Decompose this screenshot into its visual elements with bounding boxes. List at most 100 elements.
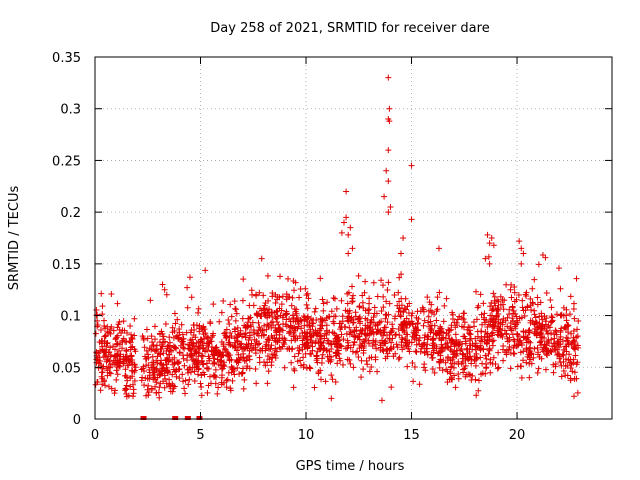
data-point <box>224 376 231 383</box>
data-point <box>460 366 467 373</box>
data-point <box>424 333 431 340</box>
data-point <box>519 304 526 311</box>
data-point <box>468 377 475 384</box>
data-point <box>104 372 111 379</box>
data-point <box>214 390 221 397</box>
data-point <box>262 345 269 352</box>
data-point <box>381 340 388 347</box>
data-point <box>176 366 183 373</box>
data-point <box>323 347 330 354</box>
data-point <box>306 364 313 371</box>
data-point <box>190 322 197 329</box>
data-point <box>566 351 573 358</box>
data-point <box>387 203 394 210</box>
data-point <box>114 340 121 347</box>
data-point <box>449 309 456 316</box>
data-point <box>380 293 387 300</box>
data-point <box>149 369 156 376</box>
data-point <box>171 310 178 317</box>
data-point <box>411 327 418 334</box>
data-point <box>251 329 258 336</box>
data-point <box>356 314 363 321</box>
data-point <box>311 308 318 315</box>
data-point <box>444 368 451 375</box>
data-point <box>191 345 198 352</box>
data-point <box>508 326 515 333</box>
data-point <box>338 229 345 236</box>
data-point <box>160 350 167 357</box>
data-point <box>338 324 345 331</box>
data-point <box>563 317 570 324</box>
data-point <box>490 315 497 322</box>
data-point <box>231 342 238 349</box>
data-point <box>101 317 108 324</box>
data-point <box>362 336 369 343</box>
data-point <box>296 347 303 354</box>
data-point <box>112 336 119 343</box>
data-point <box>537 334 544 341</box>
y-tick-label: 0.3 <box>60 103 81 118</box>
data-point <box>338 343 345 350</box>
data-point <box>535 365 542 372</box>
data-point <box>534 344 541 351</box>
data-point <box>418 345 425 352</box>
data-point <box>368 316 375 323</box>
data-point <box>120 318 127 325</box>
data-point <box>501 297 508 304</box>
data-point <box>415 337 422 344</box>
data-point <box>572 352 579 359</box>
data-point <box>229 377 236 384</box>
data-point <box>448 348 455 355</box>
data-point <box>110 343 117 350</box>
data-point <box>308 351 315 358</box>
data-point <box>427 318 434 325</box>
data-point <box>366 355 373 362</box>
data-point <box>157 360 164 367</box>
data-point <box>169 371 176 378</box>
data-point <box>506 343 513 350</box>
data-point <box>467 371 474 378</box>
zero-value-point <box>184 416 191 420</box>
data-point <box>386 300 393 307</box>
data-point <box>93 306 100 313</box>
data-point <box>281 335 288 342</box>
data-point <box>217 357 224 364</box>
data-point <box>406 300 413 307</box>
data-point <box>483 355 490 362</box>
data-point <box>527 348 534 355</box>
data-point <box>129 393 136 400</box>
data-point <box>434 294 441 301</box>
data-point <box>425 313 432 320</box>
data-point <box>548 319 555 326</box>
data-point <box>208 347 215 354</box>
data-point <box>355 353 362 360</box>
data-point <box>158 328 165 335</box>
data-point <box>359 299 366 306</box>
data-point <box>551 346 558 353</box>
data-point <box>285 275 292 282</box>
data-point <box>99 346 106 353</box>
data-point <box>385 178 392 185</box>
data-point <box>234 324 241 331</box>
data-point <box>239 297 246 304</box>
data-point <box>557 353 564 360</box>
data-point <box>489 338 496 345</box>
data-point <box>325 340 332 347</box>
data-point <box>413 341 420 348</box>
y-tick-label: 0 <box>73 413 81 428</box>
data-point <box>181 345 188 352</box>
x-tick-label: 20 <box>509 428 526 443</box>
data-point <box>529 285 536 292</box>
data-point <box>536 313 543 320</box>
data-point <box>197 338 204 345</box>
data-point <box>295 350 302 357</box>
data-point <box>255 319 262 326</box>
data-point <box>405 318 412 325</box>
data-point <box>291 353 298 360</box>
data-point <box>543 289 550 296</box>
data-point <box>112 387 119 394</box>
data-point <box>113 359 120 366</box>
data-point <box>402 339 409 346</box>
data-point <box>558 362 565 369</box>
data-point <box>222 334 229 341</box>
